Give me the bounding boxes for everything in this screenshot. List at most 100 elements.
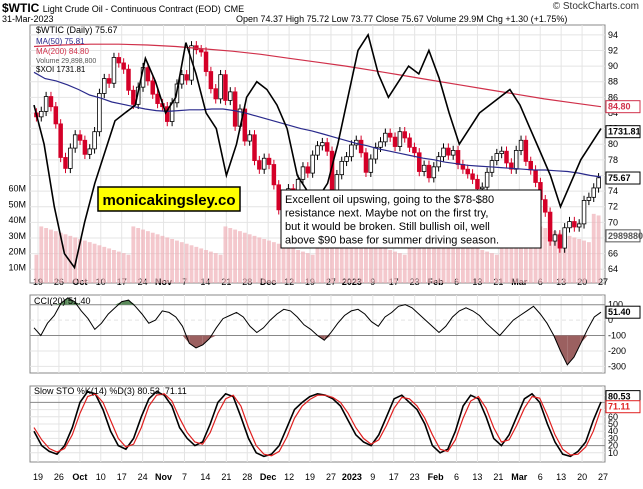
x-tick-label-bottom: Feb [428, 472, 445, 482]
volume-bar [257, 237, 262, 283]
volume-tick-label: 50M [8, 199, 26, 209]
x-tick-label-bottom: 27 [598, 472, 608, 482]
x-tick-label-top: 27 [598, 277, 608, 287]
candle [300, 166, 306, 180]
x-tick-label-bottom: 9 [370, 472, 375, 482]
x-tick-label-bottom: 17 [117, 472, 127, 482]
volume-bar [427, 232, 431, 283]
volume-bar [397, 253, 402, 283]
volume-bar [334, 232, 339, 283]
candle [557, 234, 563, 249]
x-tick-label-bottom: 28 [242, 472, 252, 482]
volume-bar [562, 234, 567, 283]
volume-bar [490, 253, 494, 283]
candle [509, 162, 514, 170]
candle [77, 134, 83, 141]
legend-volume: Volume 29,898,800 [36, 58, 96, 65]
x-tick-label-bottom: Oct [72, 472, 87, 482]
volume-bar [470, 246, 475, 283]
volume-bar [58, 232, 63, 283]
volume-bar [73, 237, 78, 283]
volume-bar [194, 246, 199, 283]
symbol: $WTIC [2, 1, 40, 15]
candle [315, 145, 320, 156]
high-value: High 75.72 [285, 14, 330, 24]
volume-bar [208, 251, 213, 283]
volume-bar [402, 254, 407, 283]
legend-main: $WTIC (Daily) 75.67 [36, 25, 118, 35]
candle [363, 152, 369, 173]
volume-bar [553, 231, 557, 283]
volume-bar [596, 215, 601, 283]
candle [310, 154, 315, 174]
cci-fill-negative [182, 335, 190, 344]
cci-last-label-box [605, 305, 641, 319]
volume-bar [523, 221, 528, 283]
volume-bar [325, 229, 330, 283]
sto-tick-label: 20 [608, 441, 618, 451]
volume-bar [315, 226, 320, 283]
volume-last-label-box [605, 229, 641, 243]
candle [276, 184, 281, 211]
x-tick-label-bottom: 2023 [342, 472, 362, 482]
x-tick-label-bottom: 6 [538, 472, 543, 482]
cci-tick-label: -300 [608, 361, 626, 371]
volume-bar [436, 235, 441, 283]
volume-bar [271, 242, 276, 283]
candle [324, 142, 330, 152]
note-line: above $90 base for summer driving season… [285, 235, 499, 247]
note-box [280, 189, 542, 249]
brand-box [97, 186, 241, 212]
candle [305, 166, 311, 174]
volume-bar [301, 251, 305, 283]
candle [450, 150, 456, 156]
candle [63, 157, 68, 169]
cci-fill-negative [202, 335, 210, 345]
sto-tick-label: 60 [608, 412, 618, 422]
volume-bar [514, 231, 519, 283]
ohlc-readout: Open 74.37 High 75.72 Low 73.77 Close 75… [236, 14, 567, 24]
candle [581, 200, 587, 225]
x-tick-label-bottom: 13 [472, 472, 482, 482]
volume-bar [170, 239, 175, 283]
candle [591, 187, 596, 198]
price-tick-label: 74 [608, 186, 618, 196]
volume-bar [349, 237, 354, 283]
x-tick-label-bottom: 19 [305, 472, 315, 482]
volume-tick-label: 20M [8, 247, 26, 257]
candle [586, 196, 592, 201]
volume-bar [388, 250, 393, 283]
candle [562, 227, 567, 249]
volume-bar [267, 240, 271, 283]
volume-bar [136, 228, 141, 283]
x-tick-label-bottom: 21 [221, 472, 231, 482]
candle [441, 147, 446, 158]
x-tick-label-top: Feb [428, 277, 445, 287]
cci-fill-negative [580, 335, 588, 344]
volume-bar [145, 231, 150, 283]
volume-bar [533, 224, 538, 283]
sto-d-last-label-box [605, 400, 641, 414]
candle [223, 74, 228, 101]
volume-bar [160, 235, 165, 283]
volume-bar [44, 228, 49, 283]
close-last-label: 75.67 [608, 173, 631, 183]
x-tick-label-top: 7 [182, 277, 187, 287]
volume-bar [204, 250, 208, 283]
volume-bar [242, 232, 247, 283]
legend-xoi: $XOI 1731.81 [36, 65, 86, 74]
price-tick-label: 64 [608, 264, 618, 274]
candle [397, 131, 403, 147]
volume-bar [451, 240, 456, 283]
price-tick-label: 88 [608, 77, 618, 87]
candle [421, 164, 427, 172]
volume-bar [286, 246, 291, 283]
volume-bar [591, 213, 596, 283]
x-tick-label-top: 28 [242, 277, 252, 287]
ma200-last-label-box [605, 100, 641, 114]
candle [271, 164, 277, 186]
ma50-line [33, 71, 602, 178]
cci-fill-positive [54, 303, 61, 305]
price-tick-label: 70 [608, 217, 618, 227]
candle [266, 157, 272, 165]
